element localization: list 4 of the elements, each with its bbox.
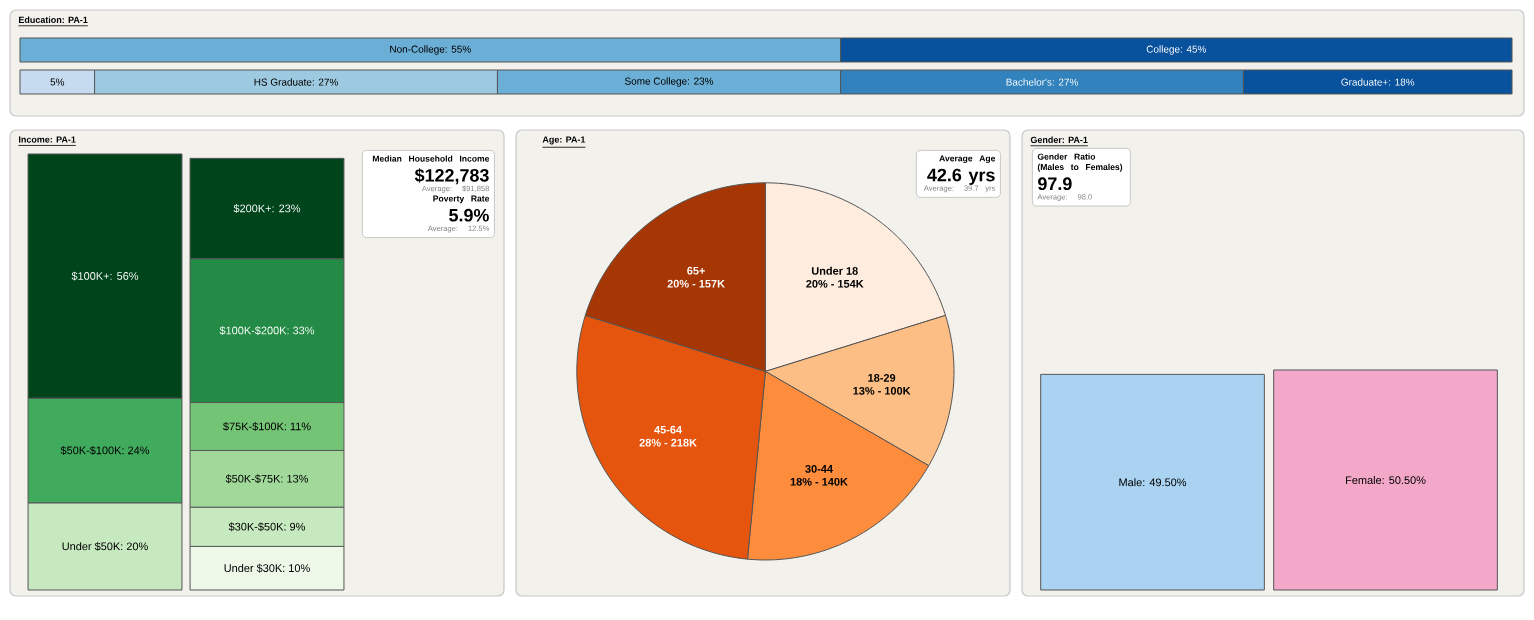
text: $122,783 <box>414 168 489 185</box>
text: 97.9 <box>1038 177 1072 191</box>
text: 5.9% <box>449 208 489 222</box>
text: 42.6 yrs <box>927 168 995 185</box>
